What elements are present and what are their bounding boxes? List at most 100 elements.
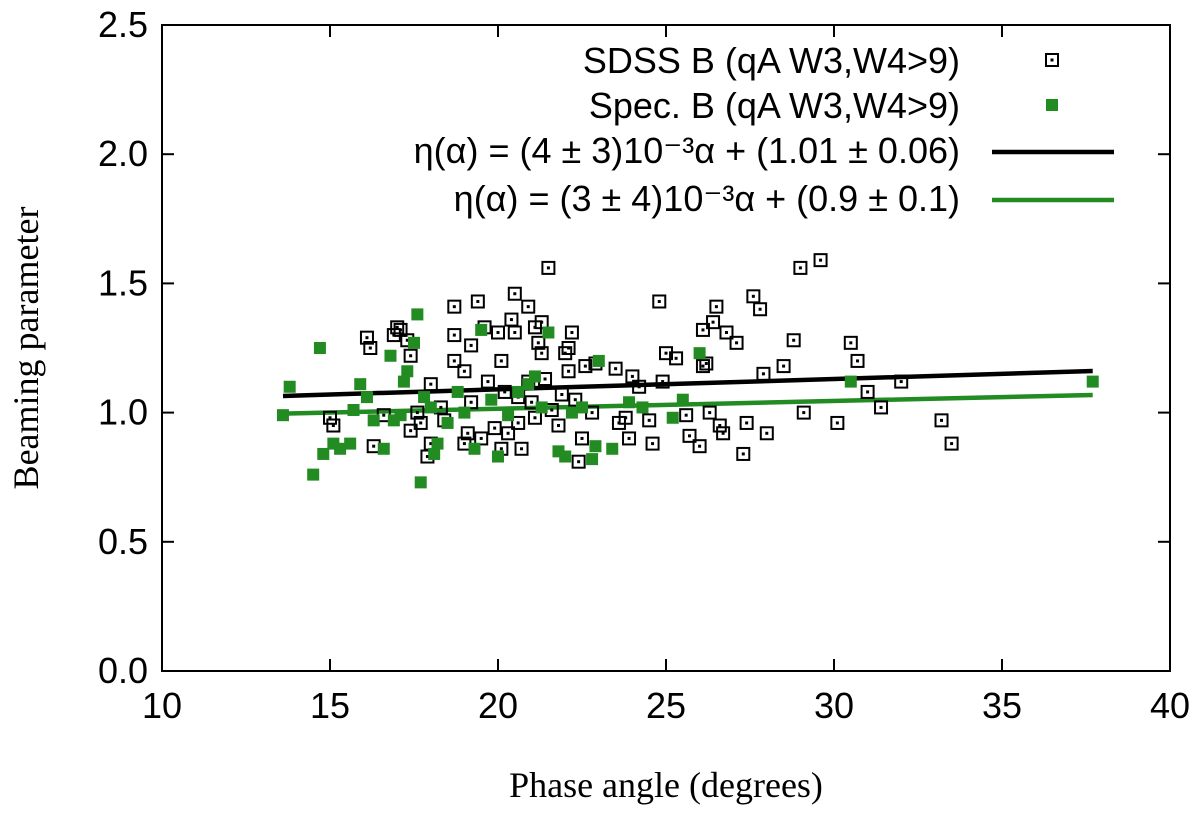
sdss-point: [944, 436, 959, 451]
x-tick-label: 10: [142, 685, 182, 726]
sdss-point-dot: [556, 424, 560, 428]
spec-point: [354, 378, 367, 391]
sdss-point-dot: [899, 380, 903, 384]
sdss-point: [776, 359, 791, 374]
spec-point: [502, 409, 515, 422]
sdss-point: [706, 315, 721, 330]
spec-point: [535, 401, 548, 414]
legend-marker-sdss: [1045, 53, 1059, 67]
sdss-point-dot: [792, 338, 796, 342]
spec-point: [394, 409, 407, 422]
sdss-point-dot: [469, 400, 473, 404]
sdss-point-dot: [647, 418, 651, 422]
sdss-point: [874, 400, 889, 415]
spec-point: [485, 393, 498, 406]
sdss-point: [618, 410, 633, 425]
spec-point: [542, 326, 555, 339]
spec-point: [344, 437, 357, 450]
sdss-point-dot: [429, 442, 433, 446]
sdss-point-dot: [580, 436, 584, 440]
sdss-point: [813, 253, 828, 268]
sdss-point: [642, 413, 657, 428]
sdss-point-dot: [550, 408, 554, 412]
spec-point: [468, 442, 481, 455]
sdss-point-dot: [721, 431, 725, 435]
sdss-point-dot: [674, 356, 678, 360]
x-tick-label: 15: [310, 685, 350, 726]
spec-point: [377, 442, 390, 455]
spec-point: [360, 391, 373, 404]
sdss-point-dot: [782, 364, 786, 368]
spec-point: [367, 414, 380, 427]
spec-point: [676, 393, 689, 406]
y-tick-label: 2.0: [98, 133, 148, 174]
y-tick-label: 1.0: [98, 392, 148, 433]
sdss-point-dot: [624, 416, 628, 420]
sdss-point-dot: [657, 299, 661, 303]
sdss-point: [894, 374, 909, 389]
sdss-point: [702, 405, 717, 420]
sdss-point-dot: [573, 398, 577, 402]
sdss-point: [511, 415, 526, 430]
spec-point: [347, 404, 360, 417]
sdss-point: [695, 359, 710, 374]
sdss-point: [716, 426, 731, 441]
sdss-point: [507, 325, 522, 340]
sdss-point: [551, 418, 566, 433]
sdss-point: [934, 413, 949, 428]
spec-point: [411, 308, 424, 321]
sdss-point: [457, 364, 472, 379]
spec-point: [307, 468, 320, 481]
sdss-point-dot: [758, 307, 762, 311]
sdss-point: [682, 428, 697, 443]
sdss-point-dot: [503, 390, 507, 394]
sdss-point: [534, 315, 549, 330]
spec-point: [414, 476, 427, 489]
sdss-point: [695, 322, 710, 337]
sdss-point-dot: [664, 351, 668, 355]
spec-point: [458, 406, 471, 419]
spec-point: [317, 447, 330, 460]
y-tick-label: 0.5: [98, 521, 148, 562]
x-axis-title: Phase angle (degrees): [509, 765, 823, 805]
sdss-point-dot: [368, 346, 372, 350]
sdss-point-dot: [452, 305, 456, 309]
sdss-point-dot: [452, 333, 456, 337]
sdss-point-dot: [543, 377, 547, 381]
spec-point: [475, 323, 488, 336]
sdss-point-dot: [879, 405, 883, 409]
sdss-point: [447, 353, 462, 368]
sdss-point-dot: [516, 421, 520, 425]
sdss-point: [729, 335, 744, 350]
legend-label-fit-spec: η(α) = (3 ± 4)10⁻³α + (0.9 ± 0.1): [454, 178, 960, 219]
sdss-point-dot: [751, 294, 755, 298]
sdss-point: [561, 341, 576, 355]
sdss-point: [712, 418, 727, 433]
spec-point: [408, 336, 420, 349]
spec-point: [313, 342, 326, 354]
sdss-point: [739, 415, 754, 430]
sdss-point: [507, 286, 522, 301]
sdss-point: [830, 415, 845, 430]
spec-point: [636, 401, 649, 414]
sdss-point-dot: [499, 447, 503, 451]
sdss-point-dot: [462, 369, 466, 373]
sdss-point: [460, 426, 475, 441]
sdss-point-dot: [711, 320, 715, 324]
sdss-point-dot: [583, 364, 587, 368]
sdss-point: [709, 299, 724, 314]
spec-point: [424, 401, 437, 414]
sdss-point: [474, 431, 489, 446]
sdss-point: [501, 426, 516, 441]
sdss-point-dot: [866, 390, 870, 394]
sdss-point: [491, 325, 505, 340]
spec-point: [623, 396, 636, 409]
plot-frame: [161, 24, 1171, 672]
sdss-point: [480, 374, 495, 389]
sdss-point-dot: [704, 362, 708, 366]
spec-point: [666, 411, 679, 424]
sdss-point-dot: [476, 299, 480, 303]
sdss-point: [410, 405, 425, 420]
sdss-point: [571, 454, 586, 469]
